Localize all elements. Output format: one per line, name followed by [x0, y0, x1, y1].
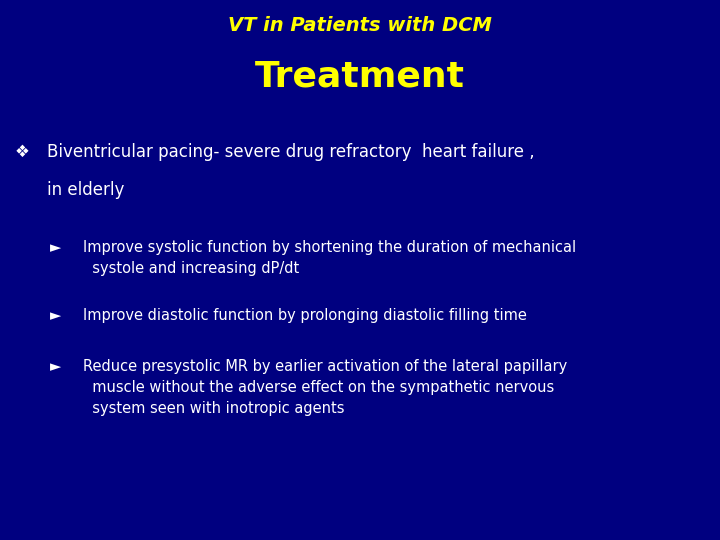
Text: ►: ► — [50, 240, 62, 255]
Text: ►: ► — [50, 308, 62, 323]
Text: Improve systolic function by shortening the duration of mechanical
  systole and: Improve systolic function by shortening … — [83, 240, 576, 276]
Text: Improve diastolic function by prolonging diastolic filling time: Improve diastolic function by prolonging… — [83, 308, 526, 323]
Text: Treatment: Treatment — [255, 59, 465, 93]
Text: ❖: ❖ — [14, 143, 30, 161]
Text: VT in Patients with DCM: VT in Patients with DCM — [228, 16, 492, 35]
Text: ►: ► — [50, 359, 62, 374]
Text: in elderly: in elderly — [47, 181, 124, 199]
Text: Biventricular pacing- severe drug refractory  heart failure ,: Biventricular pacing- severe drug refrac… — [47, 143, 534, 161]
Text: Reduce presystolic MR by earlier activation of the lateral papillary
  muscle wi: Reduce presystolic MR by earlier activat… — [83, 359, 567, 416]
